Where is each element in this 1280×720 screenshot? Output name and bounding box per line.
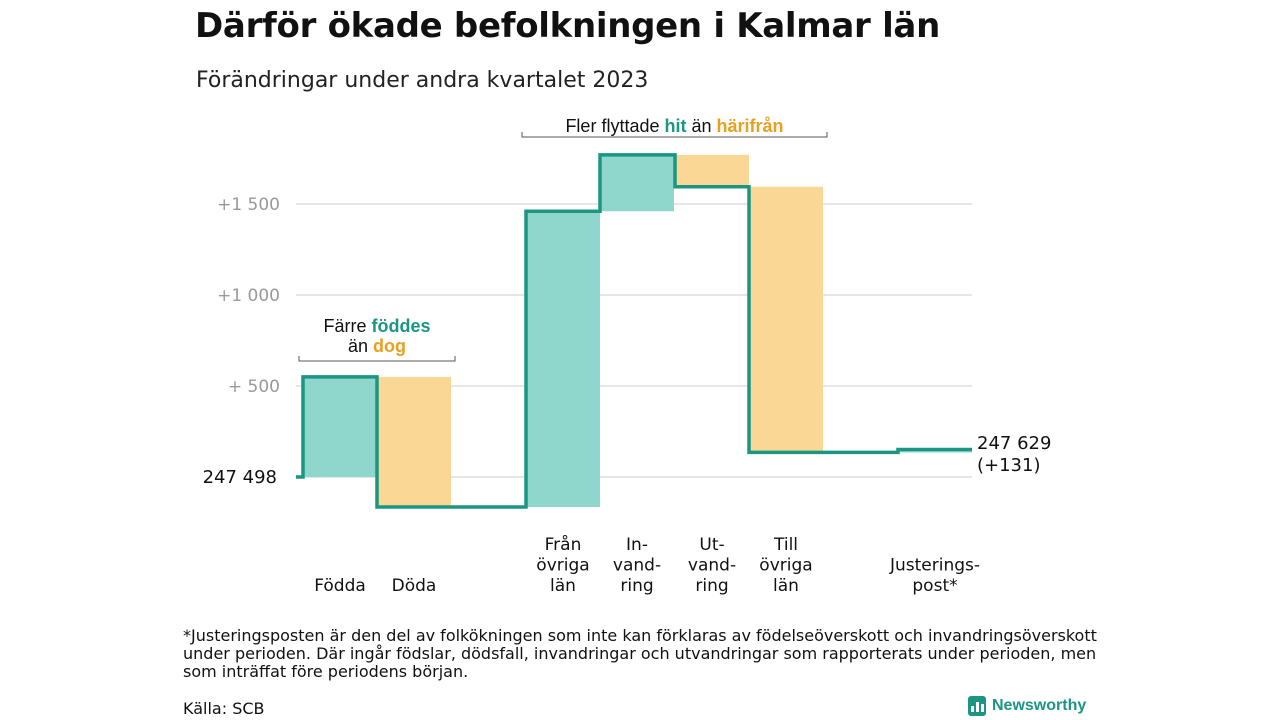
start-value-label: 247 498: [203, 467, 277, 488]
bar-3: [526, 211, 600, 508]
brand-name: Newsworthy: [992, 697, 1087, 714]
annotation-migration-line: Fler flyttade hit än härifrån: [565, 116, 783, 136]
category-label: ring: [620, 576, 653, 596]
annotation-bracket: [521, 132, 828, 138]
bar-1: [303, 376, 377, 477]
category-label: Justerings-: [889, 556, 980, 576]
category-label: ring: [695, 576, 728, 596]
category-label: Döda: [392, 576, 437, 596]
end-value-label: 247 629: [977, 433, 1051, 454]
end-change-label: (+131): [977, 455, 1040, 476]
category-label: övriga: [536, 556, 589, 576]
category-label: Till: [773, 535, 798, 555]
brand-logo: Newsworthy: [968, 696, 1086, 716]
category-label: övriga: [759, 556, 812, 576]
bar-5: [675, 154, 749, 187]
annotation-births-deaths-line: än dog: [348, 336, 406, 356]
y-tick-label: + 500: [228, 377, 280, 397]
category-label: In-: [626, 535, 648, 555]
chart-subtitle: Förändringar under andra kvartalet 2023: [196, 68, 649, 93]
annotation-births-deaths-line: Färre föddes: [323, 316, 430, 336]
running-total-line: [296, 153, 972, 509]
category-label: post*: [912, 576, 957, 596]
chart-title: Därför ökade befolkningen i Kalmar län: [195, 6, 940, 46]
category-label: Födda: [314, 576, 366, 596]
bar-4: [600, 154, 674, 212]
footnote: *Justeringsposten är den del av folkökni…: [183, 626, 1097, 681]
category-label: Ut-: [699, 535, 724, 555]
category-label: Från: [545, 534, 582, 555]
category-label: vand-: [688, 556, 736, 576]
y-tick-label: +1 000: [217, 286, 280, 306]
bar-6: [749, 186, 823, 453]
annotation-bracket: [298, 356, 456, 362]
newsworthy-logo-icon: [968, 696, 986, 716]
category-label: län: [773, 576, 799, 596]
source-label: Källa: SCB: [183, 699, 265, 718]
bars: [303, 154, 972, 508]
category-label: län: [550, 576, 576, 596]
y-tick-label: +1 500: [217, 195, 280, 215]
bar-2: [377, 376, 451, 508]
category-label: vand-: [613, 556, 661, 576]
